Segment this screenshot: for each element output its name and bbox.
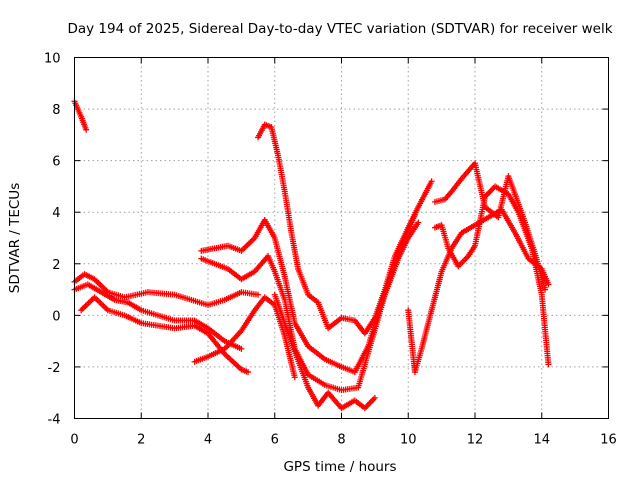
plus-marker [83,126,90,133]
series-track-b [71,271,262,309]
x-axis-title: GPS time / hours [283,459,396,475]
plus-marker [255,291,262,298]
y-tick-label: 0 [52,309,60,324]
x-tick-label: 12 [467,433,484,448]
x-tick-label: 6 [271,433,279,448]
plus-marker [238,345,245,352]
plot-frame [74,57,609,419]
y-tick-label: 10 [44,52,61,67]
x-tick-label: 0 [70,433,78,448]
y-tick-label: -2 [48,361,61,376]
x-tick-label: 14 [533,433,550,448]
x-tick-label: 10 [400,433,417,448]
x-axis-ticks: 0 2 4 6 8 10 12 14 16 [70,57,617,448]
plus-marker [415,219,422,226]
series-track-h [255,121,435,337]
y-tick-label: 2 [52,258,60,273]
plus-marker [542,286,549,293]
plus-marker [545,281,552,288]
plus-marker [428,178,435,185]
data-marks [71,98,552,412]
x-tick-label: 2 [137,433,145,448]
x-tick-label: 4 [204,433,212,448]
plus-marker [545,361,552,368]
plus-marker [245,369,252,376]
series-track-l [431,160,549,293]
plus-marker [291,374,298,381]
y-tick-label: 6 [52,155,60,170]
plus-marker [371,394,378,401]
series-track-d [78,294,252,376]
series-track-i [271,291,378,412]
x-tick-label: 8 [337,433,345,448]
y-tick-label: 8 [52,103,60,118]
chart-title: Day 194 of 2025, Sidereal Day-to-day VTE… [67,21,612,37]
y-axis-ticks: -4 -2 0 2 4 6 8 10 [44,52,609,428]
y-axis-title: SDTVAR / TECUs [7,183,23,293]
y-tick-label: 4 [52,206,60,221]
x-tick-label: 16 [600,433,617,448]
series-track-e [191,294,298,381]
series-track-c [71,281,245,352]
y-tick-label: -4 [48,413,61,428]
series-track-a [71,98,90,133]
